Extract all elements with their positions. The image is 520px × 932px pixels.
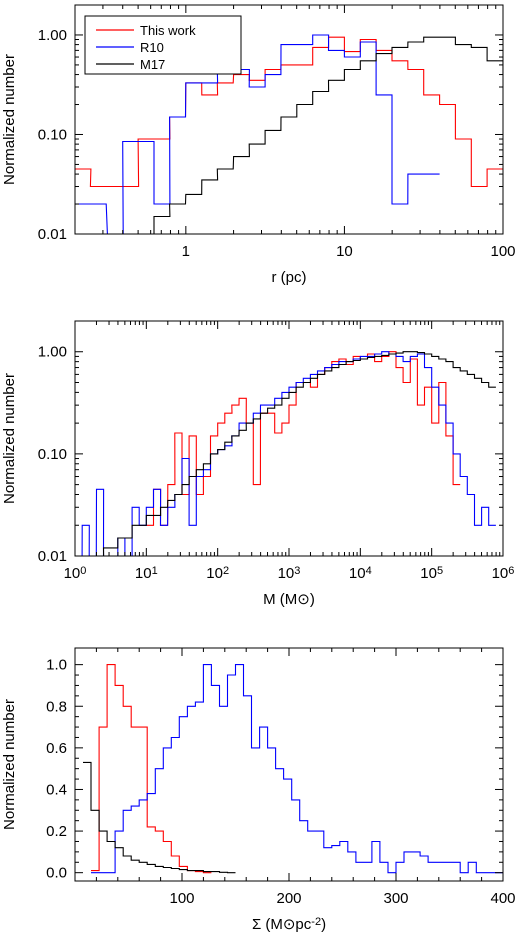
y-axis-label: Normalized number	[1, 699, 18, 830]
x-tick-label: 200	[276, 890, 301, 907]
x-tick-label: 300	[383, 890, 408, 907]
x-tick-label: 103	[278, 565, 301, 582]
panel-3: 100 200 300 400 0.0 0.2 0.4 0.6 0.8 1.0 Σ (M⊙pc-2)…	[1, 647, 516, 932]
legend-label: M17	[140, 57, 165, 72]
series-r10-line	[91, 664, 503, 874]
x-tick-label: 104	[349, 565, 372, 582]
y-tick-label: 0.2	[46, 823, 67, 840]
x-tick-label: 102	[206, 565, 229, 582]
x-tick-label: 100	[490, 243, 515, 260]
x-tick-label: 400	[490, 890, 515, 907]
y-axis-label: Normalized number	[1, 373, 18, 504]
panel-1: 1 10 100 0.01 0.10 1.00 r (pc) Normalized numbe…	[1, 4, 516, 286]
x-tick-label: 100	[169, 890, 194, 907]
x-tick-label: 101	[135, 565, 158, 582]
series-m17-line	[138, 36, 503, 234]
y-tick-label: 0.01	[38, 548, 67, 565]
y-tick-label: 1.0	[46, 657, 67, 674]
series-m17-line	[89, 351, 496, 556]
series-this-work-line	[75, 36, 503, 188]
series-group	[75, 34, 503, 234]
y-tick-label: 1.00	[38, 344, 67, 361]
plot-frame	[74, 4, 504, 235]
series-r10-line	[75, 34, 440, 234]
x-axis-label: r (pc)	[272, 269, 307, 286]
x-tick-label: 105	[420, 565, 443, 582]
y-tick-label: 0.10	[38, 446, 67, 463]
y-tick-label: 0.4	[46, 781, 67, 798]
y-tick-label: 0.6	[46, 740, 67, 757]
y-tick-label: 1.00	[38, 27, 67, 44]
series-group	[83, 664, 503, 874]
series-r10-line	[75, 351, 496, 556]
x-tick-label: 10	[336, 243, 353, 260]
series-group	[75, 351, 496, 556]
y-tick-label: 0.0	[46, 865, 67, 882]
panel-2: 100 101 102 103 104 105 106 0.01 0.10 1.00 M (M⊙) N…	[1, 320, 515, 608]
legend-label: This work	[140, 23, 196, 38]
series-m17-line	[83, 761, 236, 874]
legend: This work R10 M17	[84, 15, 242, 75]
y-axis-label: Normalized number	[1, 54, 18, 185]
y-tick-label: 0.8	[46, 698, 67, 715]
x-axis-label: Σ (M⊙pc-2)	[252, 916, 326, 932]
x-tick-label: 1	[182, 243, 190, 260]
legend-label: R10	[140, 40, 164, 55]
plot-frame	[74, 647, 504, 882]
x-axis-label: M (M⊙)	[263, 591, 315, 608]
x-tick-label: 100	[64, 565, 87, 582]
x-tick-label: 106	[492, 565, 515, 582]
series-this-work-line	[146, 351, 461, 526]
y-tick-label: 0.01	[38, 226, 67, 243]
y-tick-label: 0.10	[38, 126, 67, 143]
